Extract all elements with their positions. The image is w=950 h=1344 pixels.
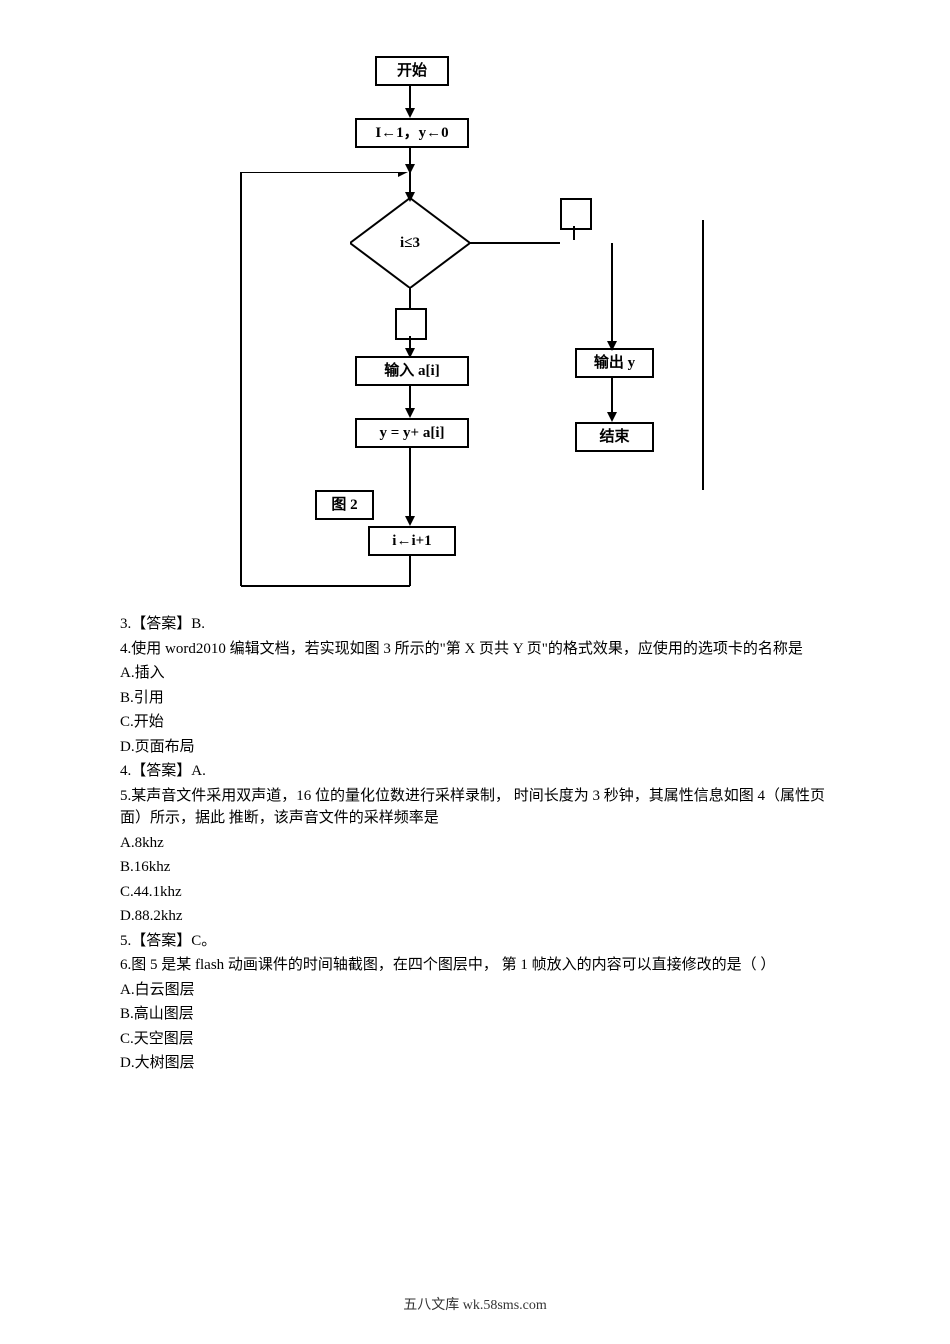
page-footer: 五八文库 wk.58sms.com (0, 1295, 950, 1316)
loop-back (235, 172, 420, 592)
flow-start: 开始 (375, 56, 449, 86)
arrow-output-end (607, 376, 617, 422)
answer-3: 3.【答案】B. (120, 613, 830, 636)
flow-init-label: I←1，y←0 (375, 122, 448, 145)
option-6d: D.大树图层 (120, 1052, 830, 1075)
question-6: 6.图 5 是某 flash 动画课件的时间轴截图，在四个图层中， 第 1 帧放… (120, 954, 830, 977)
question-5: 5.某声音文件采用双声道，16 位的量化位数进行采样录制， 时间长度为 3 秒钟… (120, 785, 830, 830)
flow-output-label: 输出 y (594, 352, 635, 375)
flow-init: I←1，y←0 (355, 118, 469, 148)
arrow-cond-right (470, 237, 560, 249)
option-5b: B.16khz (120, 856, 830, 879)
document-page: 开始 I←1，y←0 i≤3 (0, 0, 950, 1344)
answer-4: 4.【答案】A. (120, 760, 830, 783)
flowchart: 开始 I←1，y←0 i≤3 (235, 50, 715, 595)
flow-end-label: 结束 (599, 426, 629, 449)
arrow-start-init (405, 84, 415, 118)
option-5c: C.44.1khz (120, 881, 830, 904)
option-6b: B.高山图层 (120, 1003, 830, 1026)
option-4c: C.开始 (120, 711, 830, 734)
arrow-right-down1 (569, 226, 579, 240)
arrow-init-merge (405, 146, 415, 174)
option-5d: D.88.2khz (120, 905, 830, 928)
option-6a: A.白云图层 (120, 979, 830, 1002)
option-4a: A.插入 (120, 662, 830, 685)
option-4b: B.引用 (120, 687, 830, 710)
answer-5: 5.【答案】C。 (120, 930, 830, 953)
flow-end: 结束 (575, 422, 654, 452)
option-6c: C.天空图层 (120, 1028, 830, 1051)
arrow-right-down2 (607, 243, 617, 351)
option-4d: D.页面布局 (120, 736, 830, 759)
option-5a: A.8khz (120, 832, 830, 855)
right-frame (700, 220, 706, 490)
flow-start-label: 开始 (397, 60, 427, 83)
flow-output: 输出 y (575, 348, 654, 378)
question-4: 4.使用 word2010 编辑文档，若实现如图 3 所示的"第 X 页共 Y … (120, 638, 830, 661)
flowchart-container: 开始 I←1，y←0 i≤3 (120, 50, 830, 595)
